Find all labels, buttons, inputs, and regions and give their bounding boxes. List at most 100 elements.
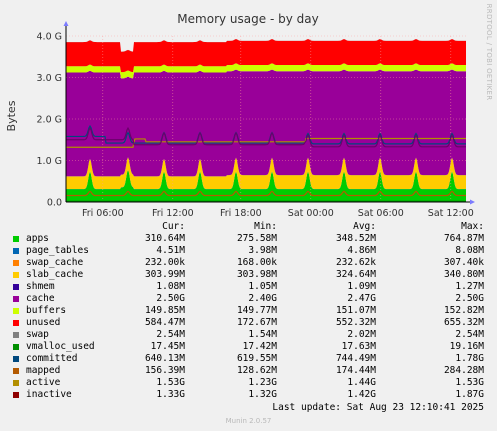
legend-max: 307.40k [443, 257, 484, 268]
legend-min: 1.23G [248, 377, 277, 388]
legend-swatch [13, 356, 19, 362]
legend-row-mapped: mapped 156.39M 128.62M 174.44M 284.28M [10, 365, 488, 377]
legend-swatch [13, 380, 19, 386]
legend-max: 8.08M [455, 245, 484, 256]
legend-swatch [13, 320, 19, 326]
legend-avg: 1.44G [347, 377, 376, 388]
legend-swatch [13, 368, 19, 374]
legend-cur: 17.45M [150, 341, 185, 352]
line-committed [66, 124, 466, 145]
legend-max: 2.50G [455, 293, 484, 304]
legend-avg: 2.47G [347, 293, 376, 304]
legend-avg: 17.63M [341, 341, 376, 352]
legend-cur: 1.33G [156, 389, 185, 400]
legend-avg: 2.02M [347, 329, 376, 340]
legend-row-unused: unused 584.47M 172.67M 552.32M 655.32M [10, 317, 488, 329]
legend-avg: 4.86M [347, 245, 376, 256]
legend-avg: 1.42G [347, 389, 376, 400]
legend-name: cache [26, 293, 55, 304]
legend-min: 1.32G [248, 389, 277, 400]
legend-max: 1.78G [455, 353, 484, 364]
x-tick-label: Sat 12:00 [428, 208, 474, 219]
legend-name: committed [26, 353, 78, 364]
legend-cur: 2.50G [156, 293, 185, 304]
x-tick-label: Sat 06:00 [358, 208, 404, 219]
legend-cur: 1.53G [156, 377, 185, 388]
legend-avg: 151.07M [335, 305, 376, 316]
y-tick-label: 0.0 [47, 198, 62, 209]
legend-min: 149.77M [236, 305, 277, 316]
legend-row-apps: apps 310.64M 275.58M 348.52M 764.87M [10, 233, 488, 245]
legend-name: shmem [26, 281, 55, 292]
legend-cur: 2.54M [156, 329, 185, 340]
y-tick-label: 3.0 G [37, 73, 63, 84]
y-axis-label: Bytes [5, 100, 18, 131]
line-active [66, 137, 466, 148]
legend-max: 2.54M [455, 329, 484, 340]
area-buffers [66, 63, 466, 79]
legend-name: swap [26, 329, 49, 340]
x-tick-label: Sat 00:00 [288, 208, 334, 219]
legend-row-buffers: buffers 149.85M 149.77M 151.07M 152.82M [10, 305, 488, 317]
legend-avg: 232.62k [335, 257, 376, 268]
x-axis-arrow [470, 199, 475, 205]
legend-name: swap_cache [26, 257, 84, 268]
y-tick-label: 2.0 G [37, 115, 63, 126]
legend-name: page_tables [26, 245, 89, 256]
last-update: Last update: Sat Aug 23 12:10:41 2025 [272, 402, 484, 413]
legend-min: 275.58M [236, 233, 277, 244]
legend-cur: 584.47M [144, 317, 185, 328]
y-tick-label: 4.0 G [37, 32, 63, 43]
legend-row-slab_cache: slab_cache 303.99M 303.98M 324.64M 340.80M [10, 269, 488, 281]
legend-row-committed: committed 640.13M 619.55M 744.49M 1.78G [10, 353, 488, 365]
memory-usage-plot: Memory usage - by day Bytes RRDTOOL / TO… [5, 4, 493, 219]
legend-swatch [13, 272, 19, 278]
legend-swatch [13, 344, 19, 350]
x-tick-label: Fri 18:00 [220, 208, 262, 219]
legend-row-inactive: inactive 1.33G 1.32G 1.42G 1.87G [10, 389, 488, 401]
legend-name: mapped [26, 365, 61, 376]
legend-header: Cur: Min: Avg: Max: [10, 221, 488, 233]
legend-row-shmem: shmem 1.08M 1.05M 1.09M 1.27M [10, 281, 488, 293]
legend-max: 1.27M [455, 281, 484, 292]
legend-swatch [13, 392, 19, 398]
y-tick-label: 1.0 G [37, 156, 63, 167]
legend-avg: 552.32M [335, 317, 376, 328]
legend-min: 619.55M [236, 353, 277, 364]
legend-name: active [26, 377, 61, 388]
legend-cur: 310.64M [144, 233, 185, 244]
legend-swatch [13, 236, 19, 242]
legend-name: slab_cache [26, 269, 84, 280]
area-slab_cache [66, 157, 466, 189]
legend-max: 152.82M [443, 305, 484, 316]
line-mapped [66, 190, 466, 197]
legend-min: 1.54M [248, 329, 277, 340]
legend-swatch [13, 248, 19, 254]
legend-avg: 174.44M [335, 365, 376, 376]
legend-row-cache: cache 2.50G 2.40G 2.47G 2.50G [10, 293, 488, 305]
legend-max: 19.16M [449, 341, 484, 352]
legend-cur: 149.85M [144, 305, 185, 316]
legend-min: 2.40G [248, 293, 277, 304]
legend-swatch [13, 296, 19, 302]
legend-max: 764.87M [443, 233, 484, 244]
legend-avg: 1.09M [347, 281, 376, 292]
legend-min: 3.98M [248, 245, 277, 256]
legend-header-avg: Avg: [353, 221, 376, 232]
legend-swatch [13, 308, 19, 314]
legend-swatch [13, 332, 19, 338]
legend-row-active: active 1.53G 1.23G 1.44G 1.53G [10, 377, 488, 389]
legend-row-vmalloc_used: vmalloc_used 17.45M 17.42M 17.63M 19.16M [10, 341, 488, 353]
legend-row-page_tables: page_tables 4.51M 3.98M 4.86M 8.08M [10, 245, 488, 257]
legend-row-swap_cache: swap_cache 232.00k 168.00k 232.62k 307.40k [10, 257, 488, 269]
area-cache [66, 69, 466, 177]
legend-name: vmalloc_used [26, 341, 95, 352]
legend-name: apps [26, 233, 49, 244]
legend-avg: 324.64M [335, 269, 376, 280]
legend-name: buffers [26, 305, 67, 316]
legend-row-swap: swap 2.54M 1.54M 2.02M 2.54M [10, 329, 488, 341]
area-unused [66, 39, 466, 73]
legend-max: 284.28M [443, 365, 484, 376]
legend-cur: 156.39M [144, 365, 185, 376]
legend-max: 655.32M [443, 317, 484, 328]
